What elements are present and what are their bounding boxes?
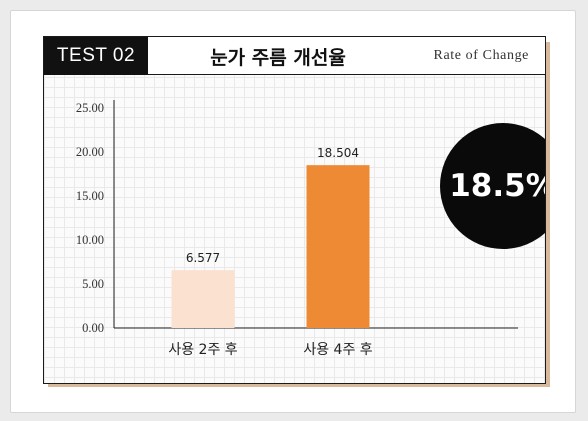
chart-card: TEST 02 눈가 주름 개선율 Rate of Change 18.5% — [43, 36, 546, 384]
bar — [306, 165, 370, 328]
x-category-label: 사용 4주 후 — [303, 342, 372, 358]
y-tick-label: 20.00 — [76, 145, 104, 159]
x-category-label: 사용 2주 후 — [168, 342, 237, 358]
bar-value-label: 18.504 — [317, 146, 359, 160]
y-tick-label: 5.00 — [82, 277, 104, 291]
rate-badge: 18.5% — [440, 123, 545, 249]
card-header: TEST 02 눈가 주름 개선율 Rate of Change — [44, 37, 545, 75]
bar-value-label: 6.577 — [186, 251, 220, 265]
y-tick-label: 10.00 — [76, 233, 104, 247]
y-tick-label: 0.00 — [82, 321, 104, 335]
y-tick-label: 15.00 — [76, 189, 104, 203]
test-tag: TEST 02 — [44, 37, 148, 75]
chart-title: 눈가 주름 개선율 — [210, 46, 346, 69]
chart-subtitle: Rate of Change — [433, 48, 529, 63]
bar — [171, 270, 235, 328]
y-tick-label: 25.00 — [76, 101, 104, 115]
